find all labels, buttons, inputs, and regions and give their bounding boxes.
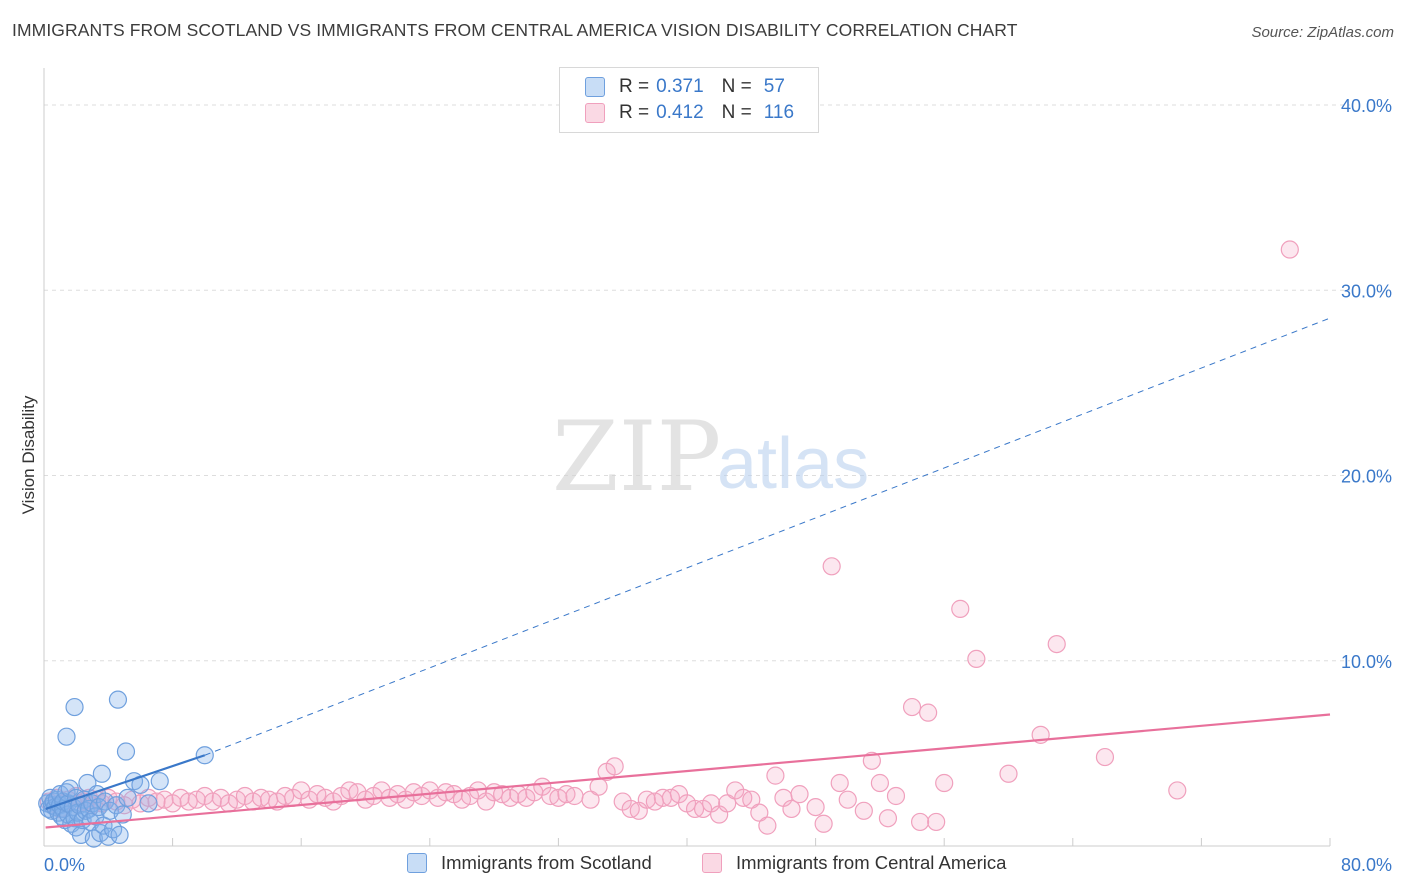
scotland-point (107, 796, 126, 815)
legend-row-central-america: R = 0.412 N = 116 (585, 101, 794, 125)
central-america-point (1095, 747, 1115, 767)
y-tick-label: 30.0% (1341, 281, 1392, 301)
central-america-point (806, 797, 825, 817)
central-america-point (766, 766, 785, 785)
scotland-point (92, 764, 111, 783)
legend-label-central-america: Immigrants from Central America (736, 852, 1007, 873)
r-value: 0.412 (656, 102, 704, 123)
central-america-point (838, 790, 857, 809)
x-tick-label: 0.0% (44, 855, 85, 875)
stats-legend: R = 0.371 N = 57 R = 0.412 N = 116 (559, 67, 819, 133)
legend-label-scotland: Immigrants from Scotland (441, 852, 652, 873)
central-america-point (935, 773, 954, 793)
scotland-point (139, 794, 158, 813)
tick-labels: 10.0% 20.0% 30.0% 40.0% 0.0% 80.0% (44, 96, 1392, 875)
scotland-point (150, 772, 169, 791)
trend-lines (45, 317, 1331, 829)
central-america-trend-line (45, 713, 1331, 829)
central-america-point (927, 812, 946, 832)
n-label: N = (721, 76, 752, 97)
central-america-point (951, 599, 970, 618)
central-america-point (822, 557, 841, 576)
central-america-point (870, 773, 890, 793)
central-america-point (910, 812, 930, 832)
zipatlas-watermark: ZIP atlas (552, 401, 869, 513)
central-america-point (718, 794, 737, 813)
scotland-trend-extension (204, 317, 1331, 756)
central-america-legend-swatch (702, 853, 722, 873)
scotland-point (108, 690, 128, 709)
axes (43, 68, 1330, 847)
central-america-swatch (585, 103, 605, 123)
y-tick-label: 10.0% (1341, 652, 1392, 672)
watermark-atlas: atlas (717, 424, 869, 504)
y-tick-label: 40.0% (1341, 96, 1392, 116)
central-america-point (581, 790, 600, 809)
central-america-point (758, 816, 777, 835)
r-label: R = (619, 76, 650, 97)
central-america-point (605, 757, 624, 776)
n-value: 57 (763, 76, 785, 97)
central-america-points (39, 240, 1299, 835)
central-america-point (565, 786, 584, 806)
y-tick-label: 20.0% (1341, 467, 1392, 487)
central-america-point (919, 703, 938, 722)
scotland-point (110, 825, 129, 844)
central-america-point (902, 697, 922, 717)
central-america-point (1168, 781, 1187, 800)
central-america-point (830, 773, 849, 793)
y-axis-label: Vision Disability (19, 395, 38, 514)
legend-item-central-america[interactable]: Immigrants from Central America (702, 852, 1006, 874)
scotland-trend-line (45, 754, 206, 810)
central-america-point (742, 790, 761, 809)
scotland-swatch (585, 77, 605, 97)
central-america-point (589, 777, 608, 796)
n-value: 116 (763, 102, 795, 123)
chart-title: IMMIGRANTS FROM SCOTLAND VS IMMIGRANTS F… (12, 20, 1018, 40)
central-america-point (790, 785, 809, 804)
scotland-point (116, 742, 136, 761)
source-note: Source: ZipAtlas.com (1251, 24, 1394, 41)
r-value: 0.371 (656, 76, 704, 97)
watermark-zip: ZIP (552, 401, 721, 513)
legend-item-scotland[interactable]: Immigrants from Scotland (407, 852, 652, 874)
central-america-point (862, 751, 881, 770)
central-america-point (1280, 240, 1299, 259)
x-tick-label: 80.0% (1341, 855, 1392, 875)
scotland-point (113, 805, 132, 824)
central-america-point (854, 801, 873, 820)
scotland-point (60, 779, 79, 798)
grid-lines (44, 104, 1350, 846)
n-label: N = (721, 102, 752, 123)
scotland-point (65, 697, 84, 717)
central-america-point (814, 814, 833, 833)
central-america-point (999, 764, 1018, 783)
central-america-point (1047, 634, 1066, 654)
scotland-legend-swatch (407, 853, 427, 873)
central-america-point (782, 799, 801, 819)
scotland-points (38, 690, 214, 848)
scotland-point (118, 788, 137, 807)
r-label: R = (619, 102, 650, 123)
legend-row-scotland: R = 0.371 N = 57 (585, 75, 785, 99)
central-america-point (750, 803, 769, 822)
central-america-point (878, 809, 898, 828)
scotland-point (57, 727, 76, 746)
scotland-point (95, 792, 115, 811)
central-america-point (886, 786, 906, 806)
central-america-point (967, 649, 986, 669)
